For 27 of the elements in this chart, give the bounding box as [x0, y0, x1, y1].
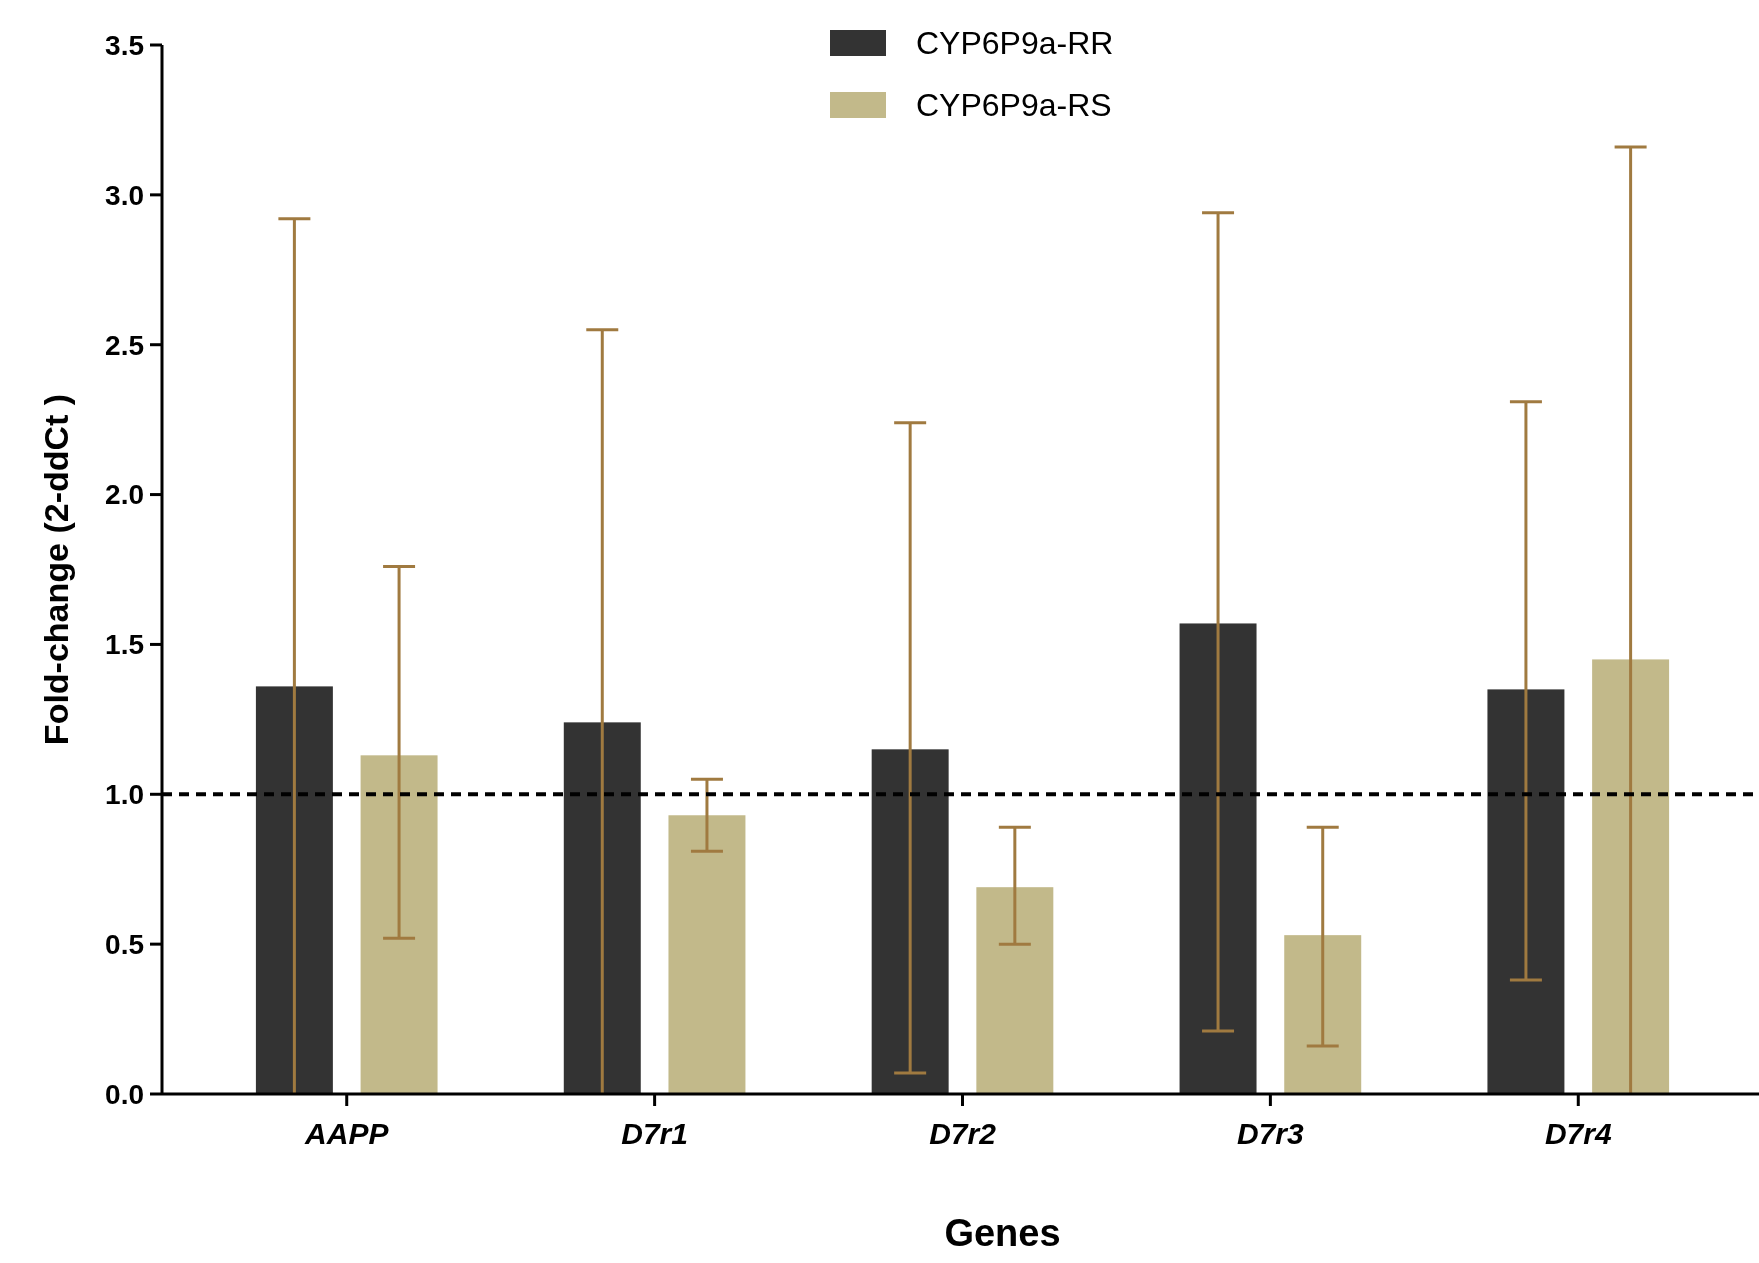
bar	[976, 887, 1054, 1094]
bar	[1592, 659, 1670, 1094]
y-tick-label: 3.0	[105, 179, 144, 211]
x-tick-label: D7r4	[1544, 1117, 1612, 1150]
y-tick-label: 0.0	[105, 1078, 144, 1110]
legend-label: CYP6P9a-RS	[916, 87, 1112, 124]
x-axis-title: Genes	[944, 1212, 1061, 1254]
bar	[1179, 623, 1257, 1094]
y-tick-label: 1.0	[105, 779, 144, 811]
y-tick-label: 2.5	[105, 329, 144, 361]
legend-label: CYP6P9a-RR	[916, 25, 1114, 62]
x-tick-label: D7r1	[621, 1117, 688, 1150]
bar	[255, 686, 333, 1094]
bar	[1284, 935, 1362, 1094]
bar	[871, 749, 949, 1094]
x-tick-label: AAPP	[304, 1117, 390, 1150]
x-tick-label: D7r2	[929, 1117, 997, 1150]
x-tick-label: D7r3	[1237, 1117, 1305, 1150]
bar	[360, 755, 438, 1094]
y-axis-title: Fold-change (2-ddCt )	[37, 393, 75, 746]
bar	[563, 722, 641, 1094]
y-tick-label: 2.0	[105, 479, 144, 511]
y-tick-label: 0.5	[105, 928, 144, 960]
y-tick-label: 1.5	[105, 629, 144, 661]
y-tick-label: 3.5	[105, 29, 144, 61]
bar	[668, 815, 746, 1094]
bar	[1487, 689, 1565, 1094]
